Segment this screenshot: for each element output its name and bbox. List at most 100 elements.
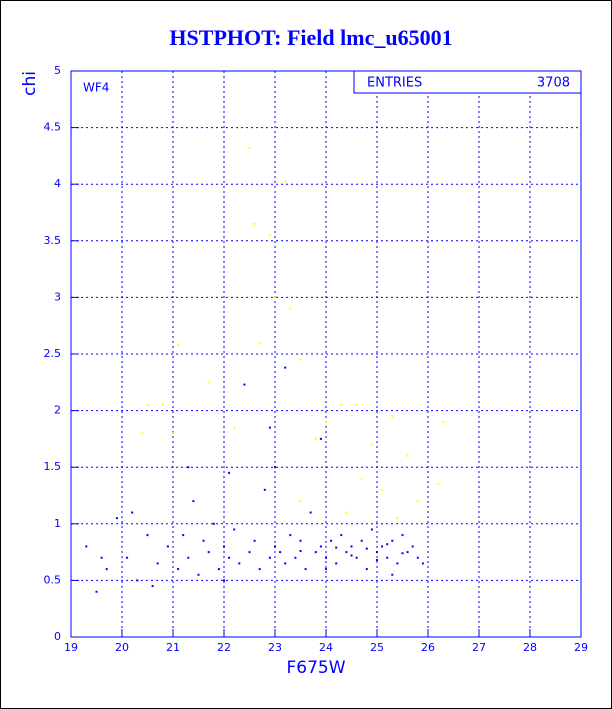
point (437, 483, 440, 486)
point (146, 403, 149, 406)
y-tick-label: 0.5 (44, 573, 62, 586)
x-tick-label: 23 (268, 641, 282, 654)
x-tick-label: 29 (574, 641, 588, 654)
point (228, 471, 231, 474)
point (340, 403, 343, 406)
point (233, 426, 236, 429)
point (340, 534, 343, 537)
point (197, 573, 200, 576)
point (228, 556, 231, 559)
y-tick-label: 2.5 (44, 347, 62, 360)
point (335, 562, 338, 565)
point (319, 545, 322, 548)
point (360, 539, 363, 542)
point (299, 549, 302, 552)
stats-box (353, 70, 582, 94)
x-tick-label: 24 (319, 641, 333, 654)
point (146, 534, 149, 537)
y-tick-label: 3 (54, 290, 61, 303)
point (370, 443, 373, 446)
point (325, 556, 327, 559)
point (238, 562, 241, 565)
point (212, 522, 215, 525)
point (411, 545, 414, 548)
x-tick-label: 21 (166, 641, 180, 654)
point (207, 551, 210, 554)
point (350, 545, 353, 548)
y-tick-label: 4.5 (44, 121, 62, 134)
point (85, 545, 88, 548)
point (396, 517, 399, 520)
x-tick-label: 19 (64, 641, 78, 654)
point (182, 534, 185, 537)
point (268, 234, 271, 237)
stats-label: ENTRIES (367, 76, 422, 91)
point (141, 432, 144, 435)
y-axis-label: chi (20, 71, 40, 96)
point (131, 511, 134, 514)
x-tick-label: 25 (370, 641, 384, 654)
point (248, 551, 251, 554)
point (294, 556, 297, 559)
point (151, 585, 154, 588)
point (330, 539, 333, 542)
point (381, 488, 384, 491)
point (325, 420, 327, 423)
point (381, 545, 384, 548)
point (365, 568, 368, 571)
point (299, 539, 302, 542)
point (304, 568, 307, 571)
y-tick-label: 1 (54, 517, 61, 530)
point (268, 426, 271, 429)
point (370, 528, 373, 531)
point (355, 556, 358, 559)
point (248, 146, 251, 149)
point (386, 556, 389, 559)
y-tick-label: 2 (54, 404, 61, 417)
point (223, 545, 225, 548)
point (442, 420, 445, 423)
point (105, 568, 108, 571)
point (299, 358, 302, 361)
point (274, 545, 276, 548)
x-tick-label: 26 (421, 641, 435, 654)
point (401, 534, 404, 537)
point (289, 307, 292, 310)
point (406, 454, 409, 457)
point (289, 534, 292, 537)
point (391, 415, 394, 418)
point (396, 562, 399, 565)
point (274, 466, 276, 469)
point (335, 546, 338, 549)
point (376, 559, 378, 562)
point (253, 539, 256, 542)
point (126, 556, 129, 559)
point (345, 511, 348, 514)
point (192, 500, 195, 503)
point (284, 562, 287, 565)
point (115, 517, 118, 520)
y-tick-label: 3.5 (44, 234, 62, 247)
point (274, 296, 276, 299)
y-tick-label: 1.5 (44, 460, 62, 473)
point (401, 552, 404, 555)
point (345, 551, 348, 554)
point (223, 579, 225, 582)
point (314, 437, 317, 440)
point (95, 590, 98, 593)
point (406, 551, 409, 554)
point (279, 551, 282, 554)
point (416, 556, 419, 559)
y-tick-label: 0 (54, 630, 61, 643)
point (299, 500, 302, 503)
point (187, 466, 190, 469)
point (319, 437, 322, 440)
point (100, 556, 103, 559)
point (161, 403, 164, 406)
point (376, 551, 378, 554)
point (253, 222, 256, 225)
point (177, 568, 180, 571)
point (365, 547, 368, 550)
point (263, 488, 266, 491)
